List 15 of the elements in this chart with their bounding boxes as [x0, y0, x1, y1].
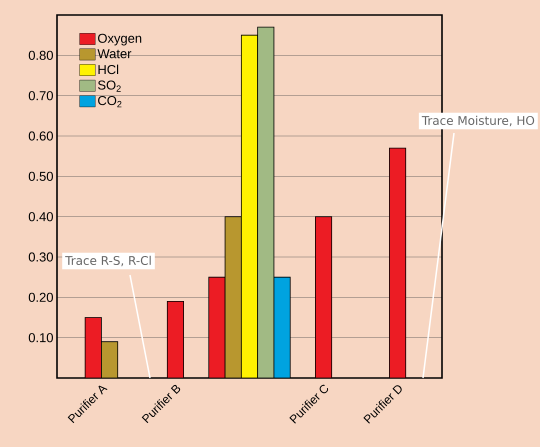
- annotation: Trace R-S, R-Cl: [65, 256, 151, 266]
- y-tick-label: 0.50: [28, 172, 53, 181]
- y-tick-label: 0.40: [28, 212, 53, 222]
- legend-label: CO$_{2}$: [98, 96, 122, 108]
- y-tick-label: 0.80: [28, 50, 53, 60]
- legend-label: Water: [97, 49, 132, 58]
- y-tick-label: 0.70: [28, 91, 53, 100]
- annotation: Trace Moisture, HO: [422, 116, 534, 126]
- y-tick-label: 0.60: [28, 131, 53, 141]
- y-tick-label: 0.10: [28, 333, 53, 342]
- legend-label: SO$_{2}$: [98, 80, 121, 92]
- legend-label: HCl: [98, 64, 118, 74]
- legend-label: Oxygen: [98, 34, 142, 46]
- y-tick-label: 0.20: [28, 292, 53, 302]
- y-tick-label: 0.30: [28, 252, 53, 262]
